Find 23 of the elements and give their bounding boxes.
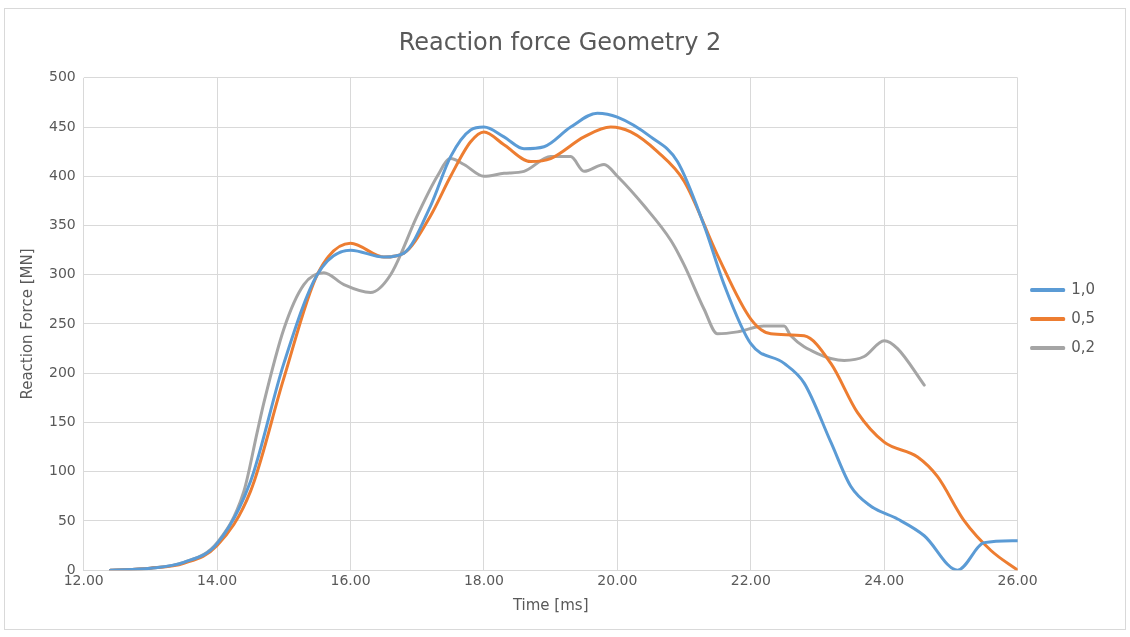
y-tick-label: 500 — [48, 68, 76, 85]
x-tick-label: 14.00 — [197, 572, 238, 589]
x-tick-label: 20.00 — [597, 572, 638, 589]
y-tick-label: 300 — [48, 265, 76, 282]
y-axis-title: Reaction Force [MN] — [17, 248, 36, 400]
y-tick-label: 150 — [48, 413, 76, 430]
legend-label: 0,5 — [1071, 308, 1095, 327]
y-tick-label: 250 — [48, 314, 76, 331]
legend-label: 1,0 — [1071, 279, 1095, 298]
y-tick-label: 400 — [48, 166, 76, 183]
x-tick-label: 26.00 — [997, 572, 1038, 589]
chart-title: Reaction force Geometry 2 — [398, 27, 722, 56]
x-axis-title: Time [ms] — [511, 595, 589, 614]
y-tick-label: 450 — [48, 117, 76, 134]
x-tick-label: 22.00 — [730, 572, 771, 589]
y-tick-label: 50 — [57, 511, 76, 528]
x-tick-label: 24.00 — [864, 572, 905, 589]
y-tick-label: 200 — [48, 363, 76, 380]
y-tick-label: 350 — [48, 216, 76, 233]
legend-label: 0,2 — [1071, 337, 1095, 356]
x-tick-label: 18.00 — [463, 572, 505, 589]
y-tick-label: 100 — [48, 462, 76, 479]
x-tick-label: 16.00 — [330, 572, 371, 589]
